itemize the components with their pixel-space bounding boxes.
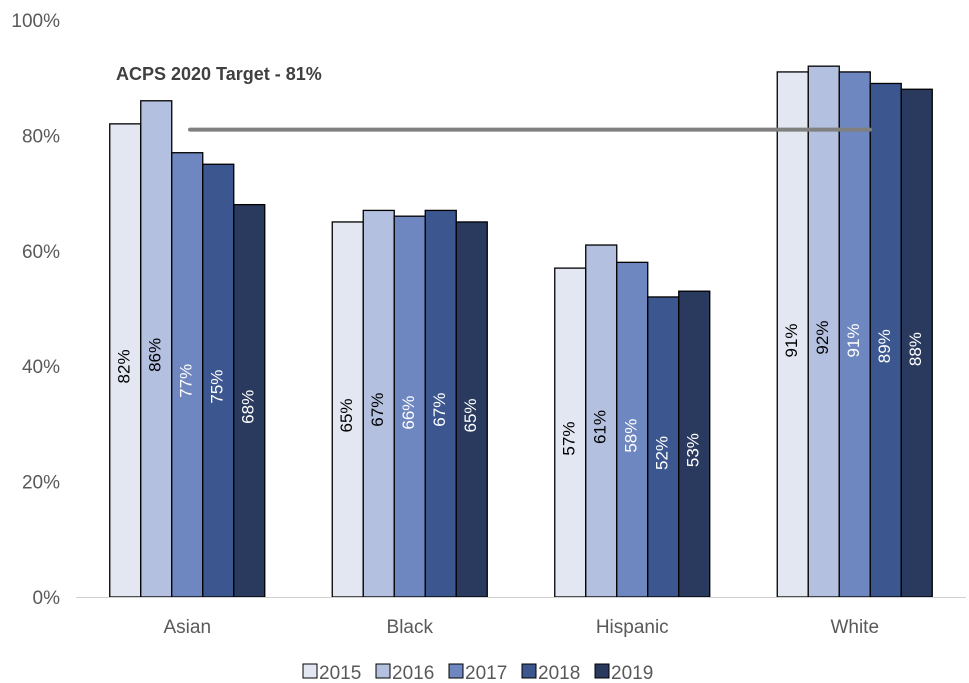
category-label: Asian — [163, 617, 211, 638]
bar — [647, 296, 680, 598]
legend-label: 2019 — [611, 663, 653, 683]
data-label: 86% — [146, 338, 165, 372]
legend-swatch — [302, 663, 318, 679]
bar — [838, 71, 871, 598]
data-label: 58% — [622, 419, 641, 453]
y-tick-label: 40% — [22, 357, 60, 378]
data-label: 75% — [208, 370, 227, 404]
data-label: 91% — [844, 323, 863, 357]
data-label: 67% — [368, 393, 387, 427]
bar — [455, 221, 488, 598]
y-tick-label: 0% — [33, 588, 61, 609]
x-axis: Asian Black Hispanic White — [76, 597, 966, 638]
bar — [776, 71, 809, 598]
y-tick-label: 80% — [22, 126, 60, 147]
data-label: 67% — [430, 393, 449, 427]
category-label: White — [830, 617, 879, 638]
bar — [900, 88, 933, 598]
bar — [807, 65, 840, 598]
data-label: 52% — [653, 436, 672, 470]
data-label: 82% — [115, 349, 134, 383]
data-label: 65% — [337, 398, 356, 432]
data-label: 88% — [906, 332, 925, 366]
data-label: 65% — [461, 398, 480, 432]
category-label: Black — [387, 617, 434, 638]
data-label: 68% — [239, 390, 258, 424]
bar — [140, 100, 173, 598]
legend-item[interactable]: 2015 — [302, 663, 361, 683]
data-label: 91% — [782, 323, 801, 357]
legend-label: 2015 — [319, 663, 361, 683]
bars: 82% 86% 77% 75% 68% 65% 67% 66% 67% 65% 57% 61% 58% 5… — [109, 65, 933, 598]
y-axis: 0% 20% 40% 60% 80% 100% — [11, 11, 60, 609]
legend-label: 2016 — [392, 663, 434, 683]
legend-item[interactable]: 2018 — [521, 663, 580, 683]
bar — [585, 244, 618, 598]
category-label: Hispanic — [596, 617, 669, 638]
bar — [109, 123, 142, 598]
target-group: ACPS 2020 Target - 81% — [116, 64, 872, 132]
bar — [393, 215, 426, 598]
data-label: 53% — [684, 433, 703, 467]
bar — [331, 221, 364, 598]
data-label: 66% — [399, 396, 418, 430]
legend[interactable]: 2015 2016 2017 2018 2019 — [302, 663, 653, 683]
legend-label: 2018 — [538, 663, 580, 683]
legend-item[interactable]: 2019 — [594, 663, 653, 683]
legend-swatch — [594, 663, 610, 679]
legend-label: 2017 — [465, 663, 507, 683]
legend-swatch — [521, 663, 537, 679]
legend-item[interactable]: 2016 — [375, 663, 434, 683]
legend-item[interactable]: 2017 — [448, 663, 507, 683]
data-label: 92% — [813, 321, 832, 355]
data-label: 77% — [177, 364, 196, 398]
y-tick-label: 60% — [22, 242, 60, 263]
data-label: 57% — [560, 422, 579, 456]
target-label: ACPS 2020 Target - 81% — [116, 64, 322, 84]
data-label: 89% — [875, 329, 894, 363]
legend-swatch — [375, 663, 391, 679]
data-label: 61% — [591, 410, 610, 444]
y-tick-label: 100% — [11, 11, 60, 32]
legend-swatch — [448, 663, 464, 679]
bar — [869, 82, 902, 598]
y-tick-label: 20% — [22, 473, 60, 494]
